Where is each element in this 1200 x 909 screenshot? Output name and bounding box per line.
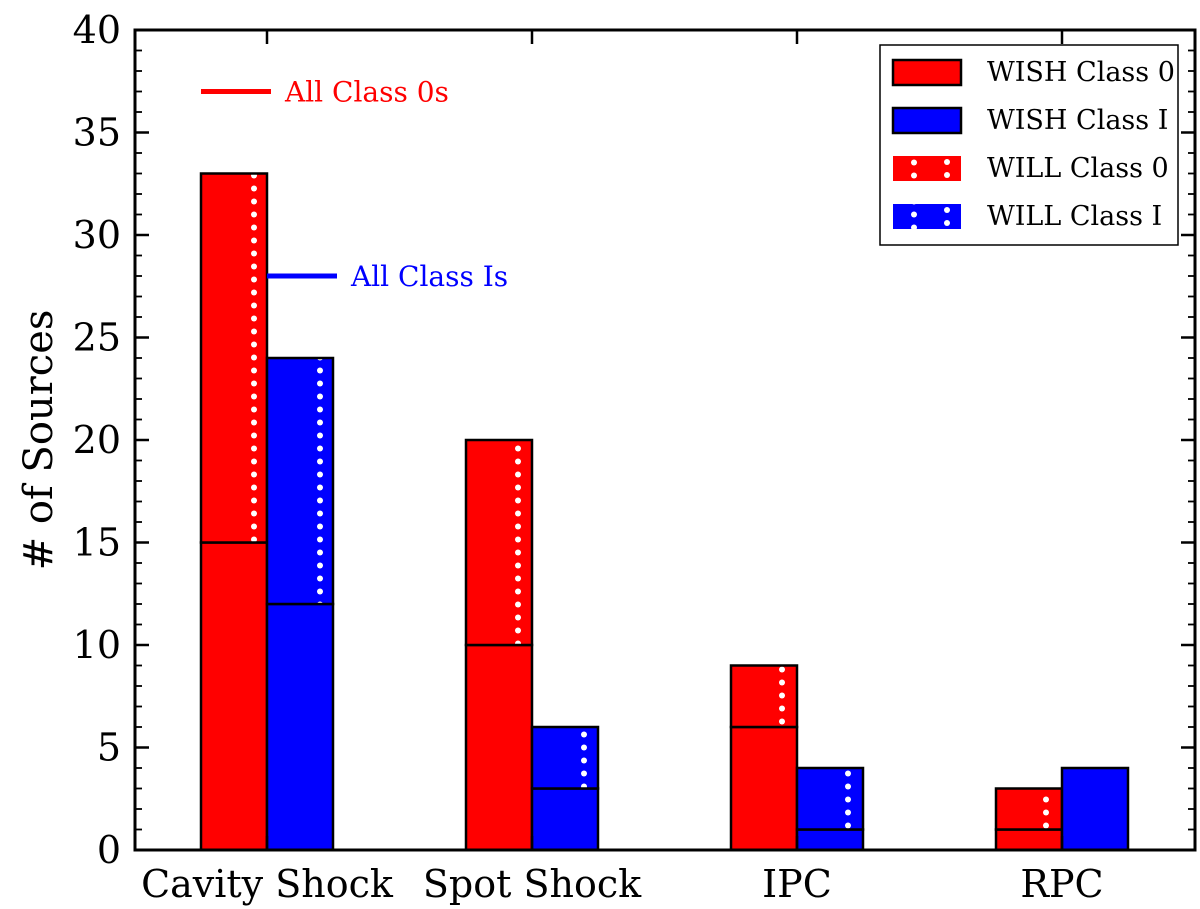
legend-swatch-dot (944, 207, 950, 213)
legend-swatch-wish-class-0 (891, 58, 963, 87)
y-tick-label: 30 (73, 213, 121, 257)
legend-label-will-class-i: WILL Class I (987, 201, 1162, 232)
reference-label-all-class-0s: All Class 0s (284, 76, 449, 109)
y-tick-label: 10 (73, 623, 121, 667)
x-tick-label-rpc: RPC (1020, 862, 1103, 906)
legend: WISH Class 0 WISH Class I WILL Class 0 WILL… (879, 44, 1179, 246)
x-tick-label-spot-shock: Spot Shock (423, 862, 642, 906)
y-tick-label: 15 (73, 521, 121, 565)
bar-will-class-i-ipc (795, 766, 865, 831)
y-tick-label: 0 (97, 828, 121, 872)
bar-will-class-i-cavity-shock (265, 356, 335, 606)
legend-swatch-will-class-0 (893, 156, 961, 181)
bar-wish-class-i-rpc (1060, 766, 1130, 852)
legend-swatch-will-class-i (893, 204, 961, 229)
reference-lines-layer: All Class 0s All Class Is (201, 76, 508, 293)
legend-label-will-class-0: WILL Class 0 (987, 153, 1169, 184)
bar-wish-class-i-ipc (795, 828, 865, 852)
legend-swatch-dot (944, 159, 950, 165)
bar-will-class-0-spot-shock (464, 438, 534, 647)
legend-swatch-dot (944, 172, 950, 178)
x-tick-label-ipc: IPC (762, 862, 832, 906)
y-tick-label: 20 (73, 418, 121, 462)
legend-label-wish-class-i: WISH Class I (987, 105, 1168, 136)
legend-swatch-dot (944, 220, 950, 226)
bar-wish-class-0-cavity-shock (199, 541, 269, 852)
reference-label-all-class-is: All Class Is (350, 260, 508, 293)
y-axis-ticks: 0 5 10 15 20 25 30 35 40 (73, 8, 1195, 872)
x-axis-tick-labels: Cavity Shock Spot Shock IPC RPC (141, 30, 1104, 906)
legend-swatch-wish-class-i (891, 106, 963, 135)
x-tick-label-cavity-shock: Cavity Shock (141, 862, 394, 906)
plot-frame (133, 28, 1197, 852)
bar-wish-class-0-ipc (729, 725, 799, 852)
legend-label-wish-class-0: WISH Class 0 (987, 57, 1175, 88)
bar-wish-class-i-cavity-shock (265, 602, 335, 852)
y-axis-label: # of Sources (16, 310, 62, 571)
bar-will-class-0-ipc (729, 664, 799, 729)
y-tick-label: 35 (73, 111, 121, 155)
bar-wish-class-i-spot-shock (530, 787, 600, 852)
bar-wish-class-0-rpc (994, 828, 1064, 852)
bar-will-class-i-spot-shock (530, 725, 600, 790)
bar-will-class-0-rpc (994, 787, 1064, 831)
bar-will-class-0-cavity-shock (199, 172, 269, 544)
y-tick-label: 40 (73, 8, 121, 52)
y-tick-label: 25 (73, 316, 121, 360)
bars-layer (199, 172, 1130, 852)
y-tick-label: 5 (97, 726, 121, 770)
bar-wish-class-0-spot-shock (464, 643, 534, 852)
